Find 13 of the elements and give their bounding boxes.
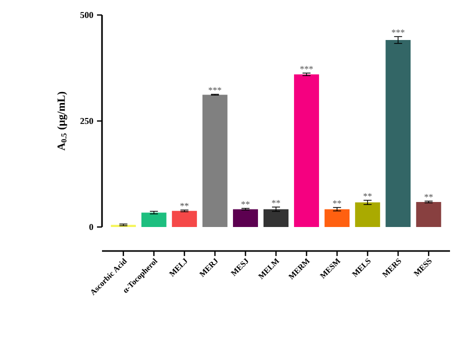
- annotation: ***: [392, 30, 404, 33]
- annotation: **: [424, 194, 433, 198]
- annotation: **: [241, 201, 250, 205]
- annotation: **: [180, 202, 188, 206]
- annotation: **: [272, 200, 280, 204]
- annotation: ***: [208, 87, 222, 91]
- annotation: **: [364, 193, 372, 197]
- y-tick-label: 0: [89, 224, 94, 230]
- y-tick-label: 500: [80, 12, 94, 18]
- y-axis-title: A$_{0.5}$ (μg/mL): [57, 92, 68, 150]
- annotation: ***: [300, 66, 313, 70]
- annotation: **: [333, 200, 342, 204]
- y-tick-label: 250: [80, 118, 94, 124]
